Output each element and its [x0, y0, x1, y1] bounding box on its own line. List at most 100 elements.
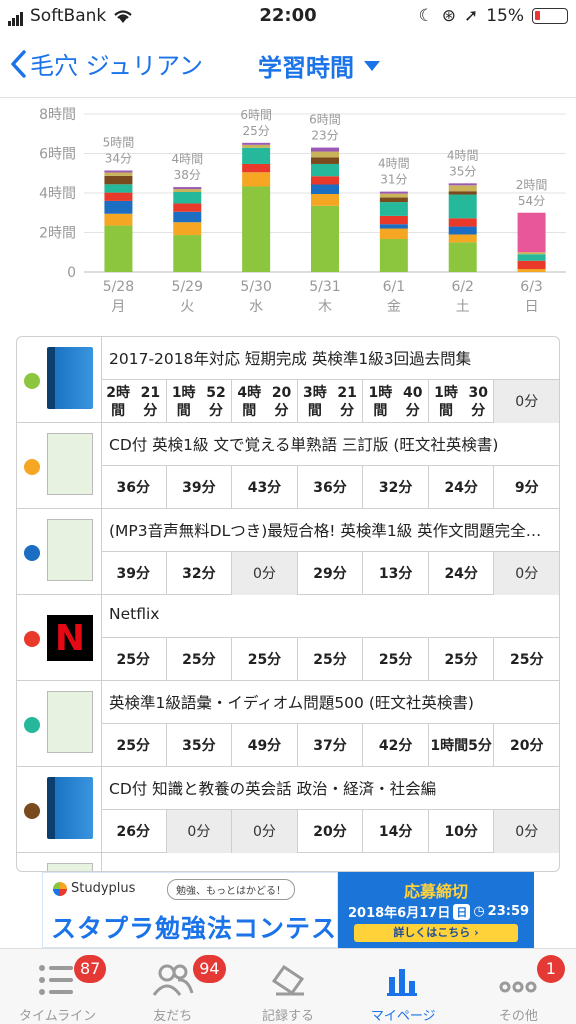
banner-left: Studyplus 勉強、もっとはかどる！ スタプラ勉強法コンテスト	[42, 872, 338, 979]
metric-selector[interactable]: 学習時間	[258, 48, 380, 83]
material-title: 英検準1級語彙・イディオム問題500 (旺文社英検書)	[109, 694, 474, 712]
tab-record[interactable]: 記録する	[230, 949, 345, 1024]
bar-segment	[311, 163, 339, 177]
day-cell: 20分	[296, 810, 363, 853]
cell-text: 14分	[378, 823, 413, 840]
material-title: Netflix	[109, 605, 160, 623]
signal-icon	[8, 6, 24, 26]
bar-segment	[379, 239, 408, 272]
material-row[interactable]: (MP3音声無料DLつき)最短合格! 英検準1級 英作文問題完全制覇 39分 32分…	[17, 509, 559, 595]
studyplus-logo-icon	[53, 881, 67, 896]
tab-mypage[interactable]: マイページ	[346, 949, 461, 1024]
tab-label: 記録する	[262, 1009, 315, 1024]
day-cell: 2時間 21分	[101, 380, 166, 423]
day-cell: 4時間 20分	[231, 380, 297, 423]
cell-text: 24分	[444, 479, 478, 496]
details-button[interactable]: 詳しくはこちら ›	[354, 924, 518, 942]
divider	[101, 853, 102, 871]
material-row[interactable]: 英検準1級語彙・イディオム問題500 (旺文社英検書) 25分 35分 49分 37分 4…	[17, 681, 559, 767]
material-title: CD付 英検1級 文で覚える単熟語 三訂版 (旺文社英検書)	[109, 436, 499, 454]
x-date-label: 5/30	[240, 279, 271, 295]
bar-segment	[448, 242, 477, 272]
book-cover-image	[47, 863, 93, 871]
bar-segment	[448, 226, 477, 235]
location-icon: ➚	[463, 6, 479, 26]
bar-segment	[173, 203, 202, 212]
banner-brand: Studyplus	[53, 881, 135, 896]
tab-timeline[interactable]: タイムライン 87	[0, 949, 115, 1024]
x-date-label: 6/3	[520, 279, 543, 295]
tab-other[interactable]: その他 1	[461, 949, 576, 1024]
contest-banner[interactable]: Studyplus 勉強、もっとはかどる！ スタプラ勉強法コンテスト 応募締切 …	[42, 872, 534, 979]
banner-brand-text: Studyplus	[71, 881, 136, 896]
wifi-icon	[114, 10, 132, 23]
tab-label: その他	[498, 1009, 538, 1024]
bar-segment	[379, 193, 408, 198]
material-row[interactable]: CD付 英検1級 文で覚える単熟語 三訂版 (旺文社英検書) 36分 39分 43分 3…	[17, 423, 559, 509]
day-cells: 26分 0分 0分 20分 14分 10分 0分	[101, 809, 559, 853]
navigation-bar: 毛穴 ジュリアン 学習時間	[0, 32, 576, 98]
day-cell: 29分	[296, 552, 363, 595]
total-hours-label: 4時間	[447, 148, 479, 162]
cell-text: 20分	[313, 823, 347, 840]
day-cell: 3時間 21分	[296, 380, 363, 423]
cell-text: 25分	[510, 651, 544, 668]
back-button[interactable]: 毛穴 ジュリアン	[10, 46, 203, 81]
x-weekday-label: 土	[456, 299, 470, 315]
total-hours-label: 2時間	[516, 178, 548, 192]
material-row[interactable]: N Netflix 25分 25分 25分 25分 25分 25分 25分	[17, 595, 559, 681]
bar-segment	[448, 183, 477, 186]
x-weekday-label: 日	[525, 299, 539, 315]
day-cell: 37分	[296, 724, 363, 767]
day-cell: 13分	[362, 552, 428, 595]
cell-text: 2時間	[106, 384, 130, 419]
x-date-label: 5/29	[172, 279, 203, 295]
color-dot	[24, 373, 40, 389]
cell-text: 29分	[313, 565, 347, 582]
day-cell: 0分	[493, 810, 559, 853]
day-cell: 24分	[427, 466, 494, 509]
day-cell: 1時間 5分	[427, 724, 494, 767]
total-minutes-label: 31分	[380, 173, 407, 187]
tab-friends[interactable]: 友だち 94	[115, 949, 230, 1024]
day-cell: 1時間 52分	[165, 380, 232, 423]
cell-text: 25分	[313, 651, 347, 668]
bar-segment	[517, 269, 546, 272]
y-tick-label: 0	[67, 265, 76, 281]
total-minutes-label: 34分	[105, 151, 132, 165]
day-cell: 1時間 30分	[427, 380, 494, 423]
cell-text: 25分	[247, 651, 282, 668]
x-weekday-label: 月	[111, 299, 125, 315]
cell-text: 3時間	[302, 384, 327, 419]
material-row[interactable]: 2017-2018年対応 短期完成 英検準1級3回過去問集 2時間 21分 1時間 52…	[17, 337, 559, 423]
cell-text: 32分	[378, 479, 413, 496]
x-weekday-label: 木	[318, 299, 332, 315]
x-date-label: 5/31	[309, 279, 340, 295]
cell-text: 0分	[515, 565, 539, 582]
cell-text: 24分	[444, 565, 478, 582]
day-cell: 0分	[231, 810, 297, 853]
day-cell: 36分	[101, 466, 166, 509]
day-cell: 25分	[427, 638, 494, 681]
bar-segment	[242, 172, 271, 187]
bar-segment	[173, 189, 202, 193]
day-cell: 42分	[362, 724, 428, 767]
banner-right: 応募締切 2018年6月17日 日 ◷ 23:59 詳しくはこちら ›	[338, 872, 534, 948]
cell-text: 30分	[468, 384, 489, 419]
day-cell: 25分	[296, 638, 363, 681]
rotation-lock-icon: ⊛	[441, 6, 456, 26]
cell-text: 9分	[514, 479, 539, 496]
material-title: CD付 知識と教養の英会話 政治・経済・社会編	[109, 780, 437, 798]
cell-text: 25分	[116, 651, 151, 668]
bar-segment	[311, 193, 339, 206]
notification-badge: 1	[536, 955, 565, 983]
material-row[interactable]: CD付 知識と教養の英会話 政治・経済・社会編 26分 0分 0分 20分 14分 10分 0…	[17, 767, 559, 853]
material-row-partial[interactable]	[17, 853, 559, 871]
deadline-date: 2018年6月17日	[348, 906, 451, 921]
bar-segment	[311, 205, 339, 272]
day-cells: 2時間 21分 1時間 52分 4時間 20分 3時間 21分 1時間 40分 1時間 30分 0分	[101, 379, 559, 423]
x-weekday-label: 火	[180, 299, 194, 315]
cell-text: 35分	[182, 737, 216, 754]
day-cell: 25分	[493, 638, 559, 681]
cell-text: 1時間	[171, 384, 196, 419]
